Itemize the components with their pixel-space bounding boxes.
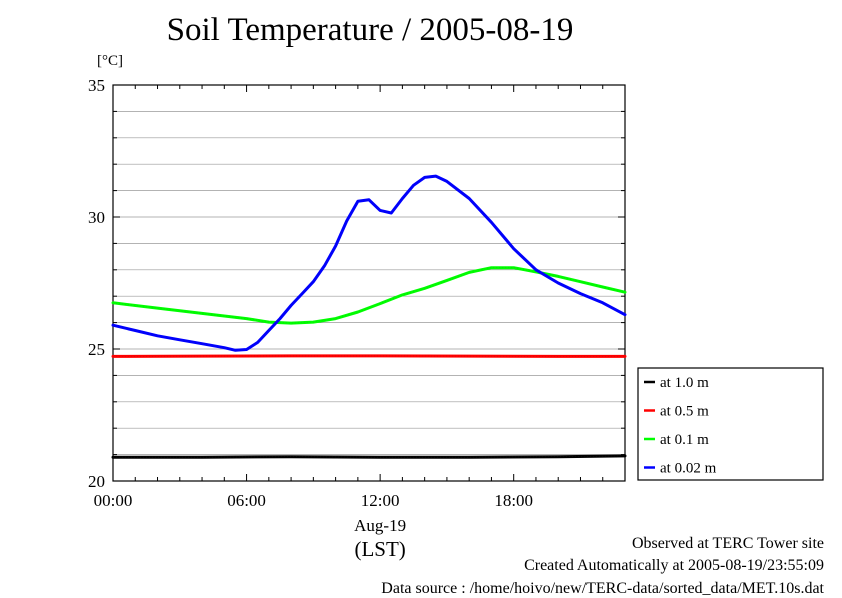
x-tick-label: 12:00 [361, 491, 400, 510]
footer-site-note: Observed at TERC Tower site [631, 535, 824, 552]
x-tick-label: 18:00 [494, 491, 533, 510]
y-tick-label: 25 [88, 340, 105, 359]
legend-label-2: at 0.5 m [660, 404, 709, 420]
y-tick-label: 30 [88, 208, 105, 227]
y-axis-unit-label: [°C] [97, 53, 123, 69]
series-line-edge-2 [112, 355, 625, 357]
series-line-1 [111, 454, 627, 459]
x-tick-label: 00:00 [94, 491, 133, 510]
y-tick-label: 20 [88, 472, 105, 491]
x-axis-label: (LST) [354, 537, 405, 561]
x-date-label: Aug-19 [354, 516, 406, 535]
legend-label-4: at 0.02 m [660, 461, 717, 477]
y-tick-label: 35 [88, 76, 105, 95]
plot-frame [112, 84, 626, 482]
legend-label-3: at 0.1 m [660, 432, 709, 448]
footer-data-source: Data source : /home/hoivo/new/TERC-data/… [381, 580, 824, 597]
footer-created-note: Created Automatically at 2005-08-19/23:5… [524, 557, 824, 574]
series-line-edge-4 [112, 175, 626, 351]
legend-label-1: at 1.0 m [660, 375, 709, 391]
x-tick-label: 06:00 [227, 491, 266, 510]
series-line-3 [111, 266, 627, 325]
chart-title: Soil Temperature / 2005-08-19 [166, 12, 574, 48]
series-line-4 [111, 174, 627, 352]
legend-box [637, 367, 824, 481]
series-line-2 [111, 354, 627, 358]
series-line-edge-1 [113, 455, 626, 458]
